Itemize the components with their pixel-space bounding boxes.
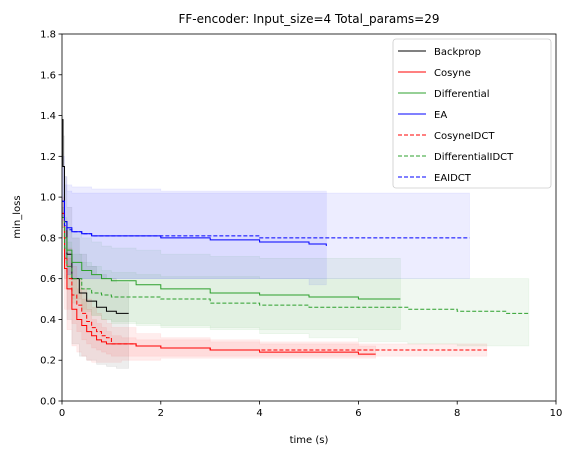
y-tick-label: 1.4 (40, 111, 56, 122)
legend-label-eaidct: EAIDCT (434, 173, 472, 184)
chart-title: FF-encoder: Input_size=4 Total_params=29 (178, 12, 439, 26)
legend-label-differentialidct: DifferentialIDCT (434, 152, 514, 163)
y-tick-label: 0.8 (40, 233, 56, 244)
legend: Backprop Cosyne Differential EA CosyneIDCT Di… (393, 39, 551, 188)
y-tick-label: 1.0 (40, 193, 56, 204)
x-tick-label: 0 (59, 408, 65, 419)
legend-label-backprop: Backprop (434, 47, 481, 58)
y-tick-label: 1.2 (40, 152, 56, 163)
y-axis-label: min_loss (12, 195, 23, 238)
y-tick-label: 0.4 (40, 315, 56, 326)
y-tick-label: 0.6 (40, 274, 56, 285)
x-tick-label: 4 (256, 408, 262, 419)
x-axis-label: time (s) (290, 435, 329, 446)
x-tick-label: 8 (454, 408, 460, 419)
x-tick-label: 2 (158, 408, 164, 419)
legend-label-ea: EA (434, 110, 447, 121)
legend-label-cosyne: Cosyne (434, 68, 471, 79)
y-tick-label: 1.6 (40, 70, 56, 81)
y-tick-label: 0.2 (40, 356, 56, 367)
x-tick-label: 10 (550, 408, 563, 419)
y-tick-label: 0.0 (40, 397, 56, 408)
y-tick-label: 1.8 (40, 30, 56, 41)
legend-label-cosyneidct: CosyneIDCT (434, 131, 495, 142)
x-tick-label: 6 (355, 408, 361, 419)
legend-label-differential: Differential (434, 89, 490, 100)
